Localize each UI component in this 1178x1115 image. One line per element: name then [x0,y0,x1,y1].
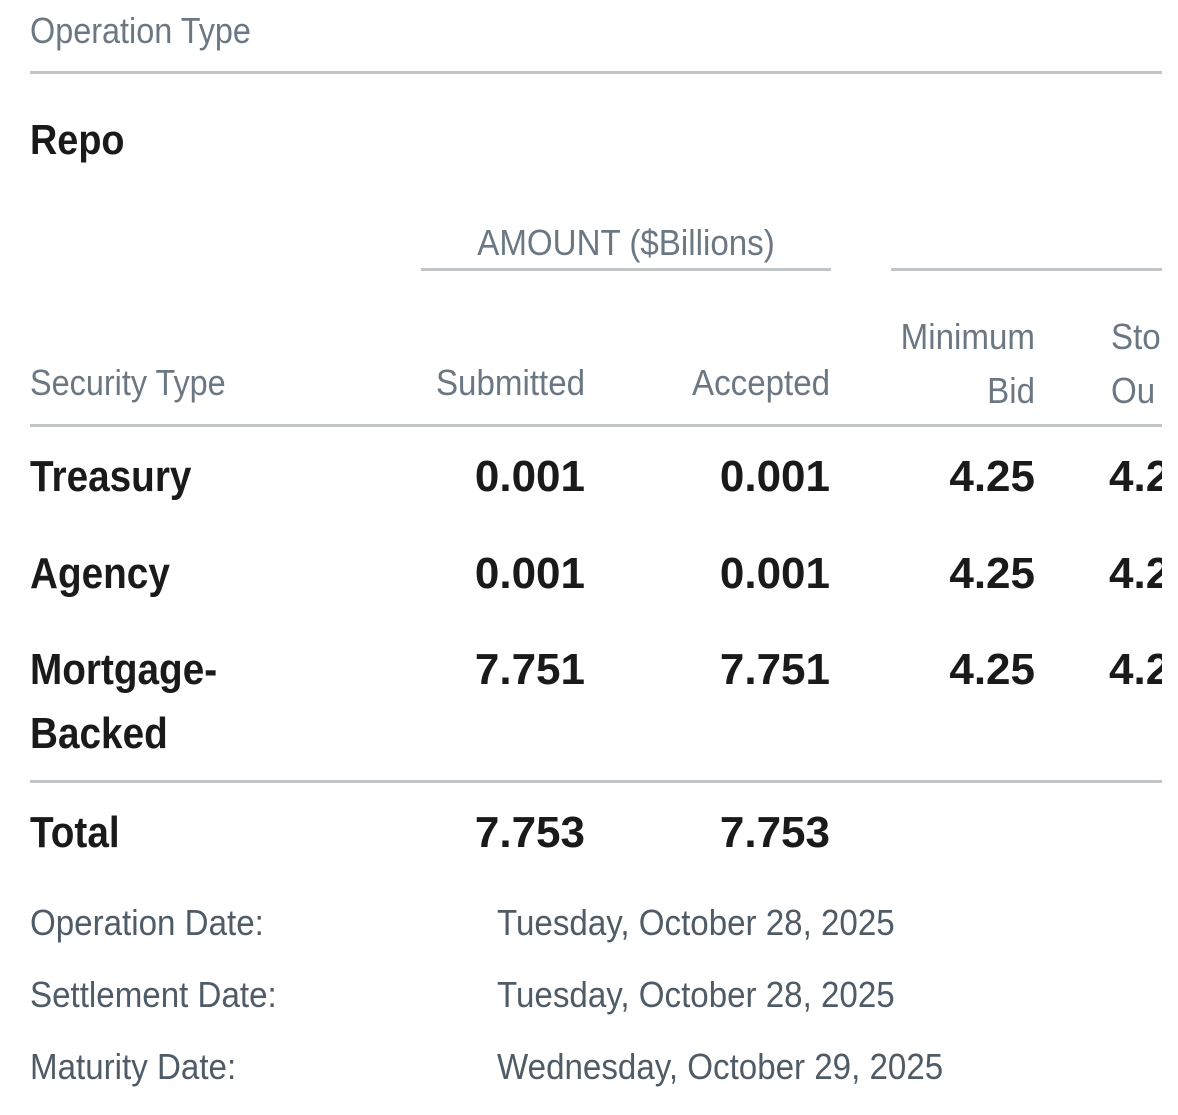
rate-group-underline [891,268,1162,271]
row-mortgage-backed-label: Mortgage-Backed [30,645,218,758]
operation-type-label: Operation Type [30,10,251,51]
settlement-date-value: Tuesday, October 28, 2025 [497,974,895,1015]
row-mortgage-backed-accepted: 7.751 [719,645,830,694]
operation-date-label: Operation Date: [30,902,264,943]
divider [30,71,1162,74]
header-stop-out-line1: Sto [1111,316,1161,357]
amount-group-underline [421,268,831,271]
header-stop-out: Sto Ou [1111,310,1161,418]
total-accepted: 7.753 [719,808,830,857]
row-agency-minimum-bid: 4.25 [949,549,1035,598]
header-stop-out-line2: Ou [1111,370,1156,411]
operation-type-title: Repo [30,116,125,163]
row-mortgage-backed-submitted: 7.751 [474,645,585,694]
amount-group-header: AMOUNT ($Billions) [477,222,775,263]
header-minimum-bid: Minimum Bid [901,310,1035,418]
header-minimum-bid-line1: Minimum [900,316,1035,357]
row-treasury-label: Treasury [30,452,192,501]
header-divider [30,424,1162,427]
row-agency-submitted: 0.001 [474,549,585,598]
row-mortgage-backed-stop-out: 4.2 [1109,645,1162,694]
row-agency-label: Agency [30,549,170,598]
operation-date-value: Tuesday, October 28, 2025 [497,902,895,943]
maturity-date-label: Maturity Date: [30,1046,237,1087]
total-submitted: 7.753 [474,808,585,857]
row-treasury-minimum-bid: 4.25 [949,452,1035,501]
row-treasury-accepted: 0.001 [719,452,830,501]
total-label: Total [30,808,120,857]
settlement-date-label: Settlement Date: [30,974,277,1015]
row-agency-accepted: 0.001 [719,549,830,598]
maturity-date-value: Wednesday, October 29, 2025 [497,1046,944,1087]
header-submitted: Submitted [435,362,585,403]
total-divider [30,780,1162,783]
header-accepted: Accepted [691,362,830,403]
row-treasury-submitted: 0.001 [474,452,585,501]
header-minimum-bid-line2: Bid [987,370,1035,411]
row-mortgage-backed-minimum-bid: 4.25 [949,645,1035,694]
header-security-type: Security Type [30,362,226,403]
row-treasury-stop-out: 4.2 [1109,452,1162,501]
row-agency-stop-out: 4.2 [1109,549,1162,598]
